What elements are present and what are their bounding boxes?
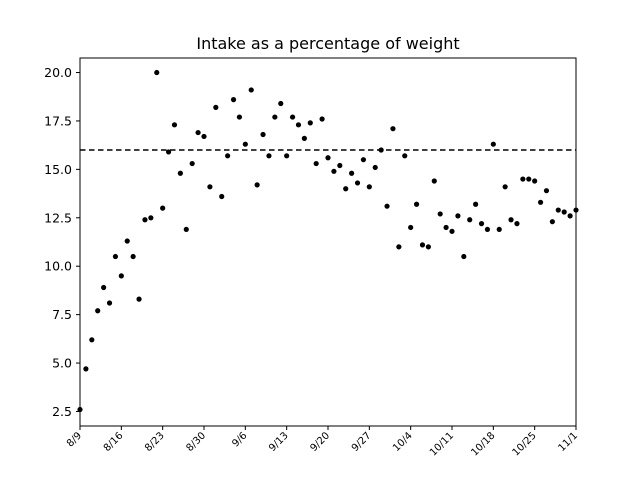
- data-point: [372, 164, 378, 171]
- data-point: [473, 201, 479, 207]
- data-point: [130, 253, 136, 260]
- data-point: [236, 114, 243, 120]
- data-point: [478, 221, 485, 227]
- data-point: [408, 224, 414, 231]
- data-point: [148, 215, 154, 221]
- data-point: [189, 160, 195, 167]
- data-point: [165, 149, 172, 155]
- data-point: [455, 213, 461, 219]
- data-point: [213, 104, 219, 110]
- data-point: [289, 114, 296, 120]
- data-point: [502, 184, 508, 190]
- data-point: [83, 366, 89, 372]
- data-point: [195, 129, 201, 136]
- data-point: [183, 226, 189, 233]
- y-axis: 2.5 5.0 7.5 10.0 12.5 15.0 17.5 20.0: [44, 65, 80, 419]
- data-point: [484, 226, 491, 233]
- data-point: [537, 199, 544, 205]
- data-point: [301, 135, 307, 141]
- data-point: [396, 244, 402, 250]
- data-point: [260, 131, 266, 138]
- y-tick-label: 10.0: [44, 259, 72, 274]
- data-point: [443, 224, 449, 231]
- data-point: [366, 184, 372, 190]
- data-point: [543, 188, 550, 194]
- data-point: [343, 186, 349, 192]
- y-tick-label: 17.5: [44, 113, 72, 128]
- data-point: [95, 308, 101, 314]
- data-point: [207, 184, 213, 190]
- data-point: [378, 147, 384, 153]
- data-point: [384, 203, 390, 209]
- data-point: [449, 228, 455, 234]
- data-point: [413, 201, 420, 207]
- data-point: [266, 153, 272, 159]
- data-point: [124, 238, 130, 244]
- plot-frame: [79, 57, 577, 427]
- data-point: [307, 120, 313, 126]
- data-point: [118, 273, 124, 279]
- data-point: [219, 193, 225, 200]
- data-point: [89, 337, 95, 343]
- data-point: [496, 226, 502, 233]
- y-tick-label: 12.5: [44, 210, 72, 225]
- data-point: [171, 122, 178, 128]
- data-point: [248, 87, 254, 93]
- data-point: [112, 253, 119, 260]
- data-point: [225, 153, 231, 159]
- data-point: [177, 170, 183, 176]
- data-point: [142, 217, 148, 223]
- data-point: [337, 162, 343, 169]
- data-point: [313, 160, 319, 167]
- data-point: [431, 178, 437, 184]
- data-point: [549, 219, 555, 225]
- data-point: [331, 168, 337, 174]
- data-point: [106, 300, 113, 306]
- data-point: [230, 97, 237, 103]
- data-point: [425, 244, 431, 250]
- data-point: [390, 126, 396, 132]
- data-point: [201, 133, 207, 140]
- y-tick-label: 15.0: [44, 162, 72, 177]
- data-point: [272, 114, 278, 120]
- data-point: [325, 155, 331, 161]
- y-tick-label: 7.5: [52, 307, 72, 322]
- chart-title: Intake as a percentage of weight: [196, 34, 459, 53]
- data-point: [295, 122, 302, 128]
- data-point: [354, 180, 361, 186]
- data-point: [136, 296, 142, 302]
- data-point: [461, 253, 467, 260]
- data-point: [520, 176, 526, 182]
- y-tick-label: 5.0: [52, 356, 72, 371]
- data-point: [360, 157, 367, 163]
- data-point: [532, 178, 538, 184]
- data-point: [555, 207, 561, 213]
- data-point: [242, 141, 248, 147]
- data-point: [278, 100, 284, 107]
- data-point: [101, 284, 107, 291]
- data-point: [467, 217, 473, 223]
- data-point: [254, 182, 260, 188]
- data-point: [284, 153, 290, 159]
- data-point: [160, 205, 166, 211]
- data-point: [402, 153, 408, 159]
- data-point: [508, 217, 514, 223]
- y-tick-label: 2.5: [52, 404, 72, 419]
- data-point: [561, 209, 567, 215]
- data-point: [526, 176, 532, 182]
- data-point: [419, 242, 426, 248]
- data-point: [154, 69, 160, 76]
- data-point: [514, 221, 520, 227]
- y-tick-label: 20.0: [44, 65, 72, 80]
- data-point: [319, 116, 325, 122]
- data-point: [567, 213, 573, 219]
- data-point: [349, 170, 355, 176]
- data-point: [490, 141, 496, 147]
- data-point: [437, 211, 443, 217]
